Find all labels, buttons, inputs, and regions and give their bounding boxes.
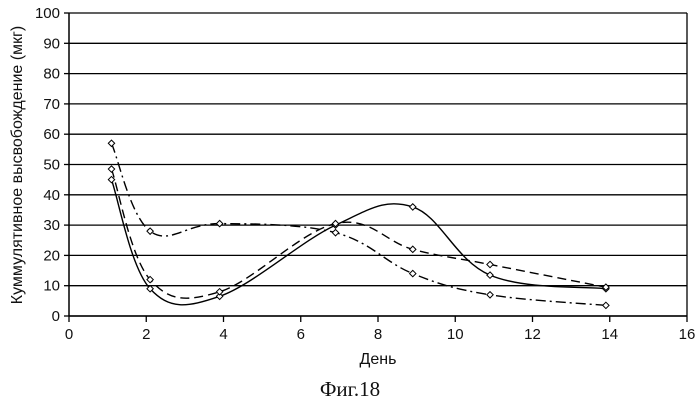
series-3-point-6 bbox=[487, 292, 493, 298]
figure-caption: Фиг.18 bbox=[320, 377, 380, 401]
tick-label-x-4: 4 bbox=[219, 326, 227, 343]
tick-label-y-30: 30 bbox=[43, 217, 60, 234]
tick-label-x-12: 12 bbox=[524, 326, 541, 343]
series-3-point-1 bbox=[108, 140, 114, 146]
series-2-point-5 bbox=[410, 246, 416, 252]
tick-label-x-8: 8 bbox=[374, 326, 382, 343]
tick-label-x-10: 10 bbox=[447, 326, 464, 343]
series-1-point-6 bbox=[487, 272, 493, 278]
tick-label-y-0: 0 bbox=[52, 308, 60, 325]
tick-label-y-40: 40 bbox=[43, 187, 60, 204]
axes bbox=[64, 13, 687, 322]
grid-lines bbox=[69, 13, 687, 316]
tick-label-y-100: 100 bbox=[35, 5, 60, 22]
tick-label-x-2: 2 bbox=[142, 326, 150, 343]
x-axis-label: День bbox=[360, 351, 397, 368]
tick-label-x-16: 16 bbox=[679, 326, 696, 343]
tick-label-x-6: 6 bbox=[297, 326, 305, 343]
tick-label-x-0: 0 bbox=[65, 326, 73, 343]
tick-label-y-80: 80 bbox=[43, 66, 60, 83]
tick-label-y-20: 20 bbox=[43, 247, 60, 264]
series-3-point-5 bbox=[410, 270, 416, 276]
series-line-3 bbox=[111, 143, 605, 305]
series-line-2 bbox=[111, 169, 605, 298]
series-1-point-5 bbox=[410, 204, 416, 210]
tick-label-y-70: 70 bbox=[43, 96, 60, 113]
tick-label-y-90: 90 bbox=[43, 35, 60, 52]
tick-label-y-50: 50 bbox=[43, 157, 60, 174]
series-2-point-1 bbox=[108, 166, 114, 172]
y-axis-label: Куммулятивное высвобождение (мкг) bbox=[9, 26, 26, 304]
series-2-point-6 bbox=[487, 261, 493, 267]
tick-label-y-60: 60 bbox=[43, 126, 60, 143]
series-2-point-3 bbox=[216, 289, 222, 295]
series-3-point-3 bbox=[216, 220, 222, 226]
series-3-point-7 bbox=[603, 302, 609, 308]
series-3-point-4 bbox=[332, 229, 338, 235]
series-3-point-2 bbox=[147, 228, 153, 234]
tick-label-x-14: 14 bbox=[601, 326, 618, 343]
tick-label-y-10: 10 bbox=[43, 278, 60, 295]
series-lines bbox=[108, 140, 609, 309]
tick-labels: 0 10 20 30 40 50 60 70 80 90 100 0 2 4 6 8 10 12 14 16 bbox=[35, 5, 695, 343]
